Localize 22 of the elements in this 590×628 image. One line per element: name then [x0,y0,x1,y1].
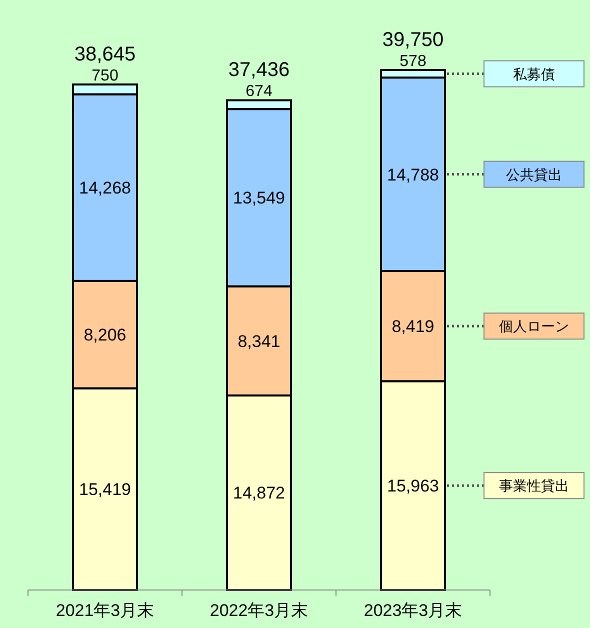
data-label: 15,963 [387,476,439,496]
legend-label: 個人ローン [447,312,584,340]
data-label: 8,206 [84,326,126,345]
total-label: 39,750 [382,29,444,51]
x-tick-label: 2023年3月末 [364,601,462,620]
data-label: 13,549 [233,188,285,208]
legend-label: 事業性貸出 [447,472,584,500]
x-tick-label: 2022年3月末 [210,601,308,620]
data-label: 578 [400,53,426,70]
total-label: 37,436 [228,59,290,82]
data-label: 674 [246,83,272,100]
total-label: 38,645 [74,43,136,66]
data-label: 15,419 [79,480,131,500]
data-label: 8,341 [238,332,280,351]
x-tick-label: 2021年3月末 [56,601,154,620]
legend-label: 私募債 [447,60,584,88]
data-label: 14,872 [233,484,285,503]
data-label: 8,419 [392,317,434,336]
legend-label: 公共貸出 [447,160,584,188]
data-label: 14,268 [79,178,131,198]
data-label: 14,788 [387,165,439,184]
data-label: 750 [92,67,118,84]
